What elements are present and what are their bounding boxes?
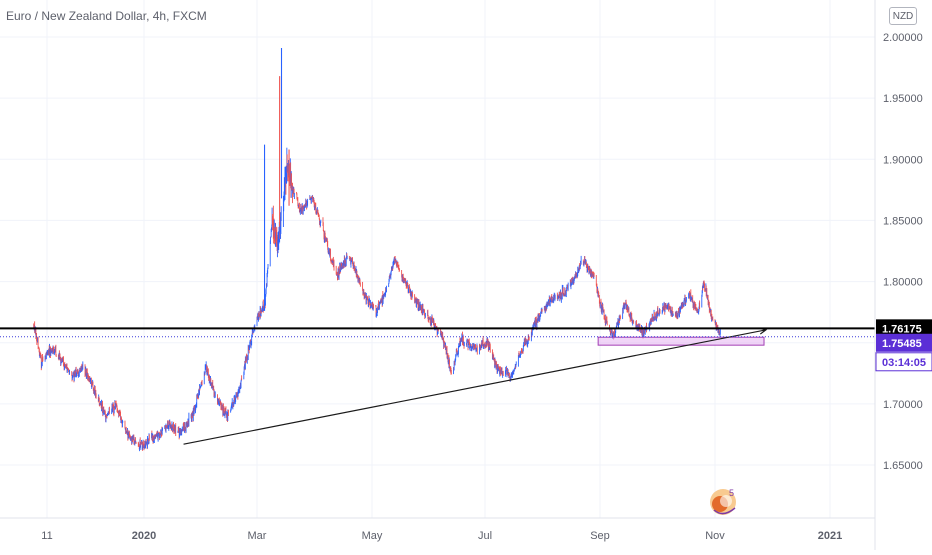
- candles: [33, 48, 721, 452]
- time-tick-label: 11: [41, 530, 52, 542]
- price-tick-label: 1.95000: [883, 93, 923, 105]
- grid: [0, 0, 875, 518]
- last-price-badge-text: 1.75485: [882, 338, 922, 350]
- currency-badge[interactable]: NZD: [889, 7, 917, 25]
- time-tick-label: 2020: [132, 530, 156, 542]
- drawings[interactable]: [0, 327, 875, 445]
- last-price-badge-box: [876, 333, 932, 352]
- watermark-logo: 5: [710, 488, 736, 515]
- svg-text:5: 5: [729, 488, 734, 498]
- price-tick-label: 1.90000: [883, 154, 923, 166]
- time-tick-label: Sep: [590, 530, 610, 542]
- price-tick-label: 1.70000: [883, 399, 923, 411]
- price-badges: 1.76175 1.75485 03:14:05: [875, 319, 932, 372]
- countdown-badge-text: 03:14:05: [882, 357, 926, 369]
- time-tick-label: May: [362, 530, 383, 542]
- time-tick-label: Jul: [478, 530, 492, 542]
- price-tick-label: 1.80000: [883, 277, 923, 289]
- trendline[interactable]: [183, 329, 767, 445]
- price-tick-label: 1.85000: [883, 215, 923, 227]
- chart-title: Euro / New Zealand Dollar, 4h, FXCM: [6, 9, 207, 23]
- time-tick-label: 2021: [818, 530, 842, 542]
- level-price-badge: 1.76175: [876, 319, 932, 338]
- level-price-badge-box: [876, 319, 932, 338]
- time-axis[interactable]: 11 2020 Mar May Jul Sep Nov 2021: [41, 530, 842, 542]
- countdown-badge: 03:14:05: [875, 352, 932, 372]
- price-tick-label: 2.00000: [883, 32, 923, 44]
- last-price-badge: 1.75485: [876, 333, 932, 352]
- level-price-badge-text: 1.76175: [882, 323, 922, 335]
- time-tick-label: Mar: [248, 530, 267, 542]
- time-tick-label: Nov: [705, 530, 725, 542]
- support-zone[interactable]: [597, 336, 765, 346]
- countdown-badge-box: [875, 352, 932, 372]
- price-tick-label: 1.65000: [883, 460, 923, 472]
